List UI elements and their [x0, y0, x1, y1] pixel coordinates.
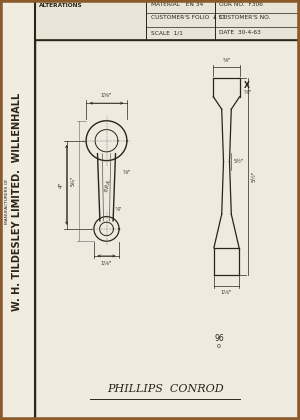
Text: CUSTOMER'S NO.: CUSTOMER'S NO. [219, 16, 270, 21]
Bar [34, 0, 300, 40]
Text: MATERIAL   EN 34: MATERIAL EN 34 [151, 2, 203, 7]
Text: OUR NO.  F306: OUR NO. F306 [219, 2, 262, 7]
Text: ⅝": ⅝" [123, 170, 131, 175]
Text: 4": 4" [59, 182, 64, 188]
Text: 1⅝": 1⅝" [101, 93, 112, 98]
Text: 5¼": 5¼" [71, 176, 76, 186]
Text: 5½": 5½" [233, 159, 243, 164]
Text: 0: 0 [217, 344, 221, 349]
Bar [0, 0, 34, 420]
Text: 1⅛": 1⅛" [101, 261, 112, 266]
Bar [34, 40, 300, 420]
Text: PHILLIPS  CONROD: PHILLIPS CONROD [107, 383, 223, 394]
Text: W. H. TILDESLEY LIMITED.  WILLENHALL: W. H. TILDESLEY LIMITED. WILLENHALL [12, 92, 22, 311]
Text: ⅞": ⅞" [115, 207, 122, 212]
Text: ⅝": ⅝" [244, 90, 252, 94]
Text: ⅝": ⅝" [223, 58, 230, 63]
Text: SCALE  1/1: SCALE 1/1 [151, 30, 182, 35]
Text: ALTERATIONS: ALTERATIONS [39, 3, 82, 8]
Text: 1⅛": 1⅛" [221, 290, 232, 295]
Text: MANUFACTURERS OF: MANUFACTURERS OF [4, 179, 9, 224]
Text: X: X [244, 81, 250, 89]
Text: DATE  30-4-63: DATE 30-4-63 [219, 30, 260, 35]
Text: 96: 96 [214, 333, 224, 343]
Text: 6.P.A.: 6.P.A. [104, 177, 112, 192]
Text: CUSTOMER'S FOLIO  £ 57: CUSTOMER'S FOLIO £ 57 [151, 16, 226, 21]
Text: 5½": 5½" [251, 171, 256, 182]
